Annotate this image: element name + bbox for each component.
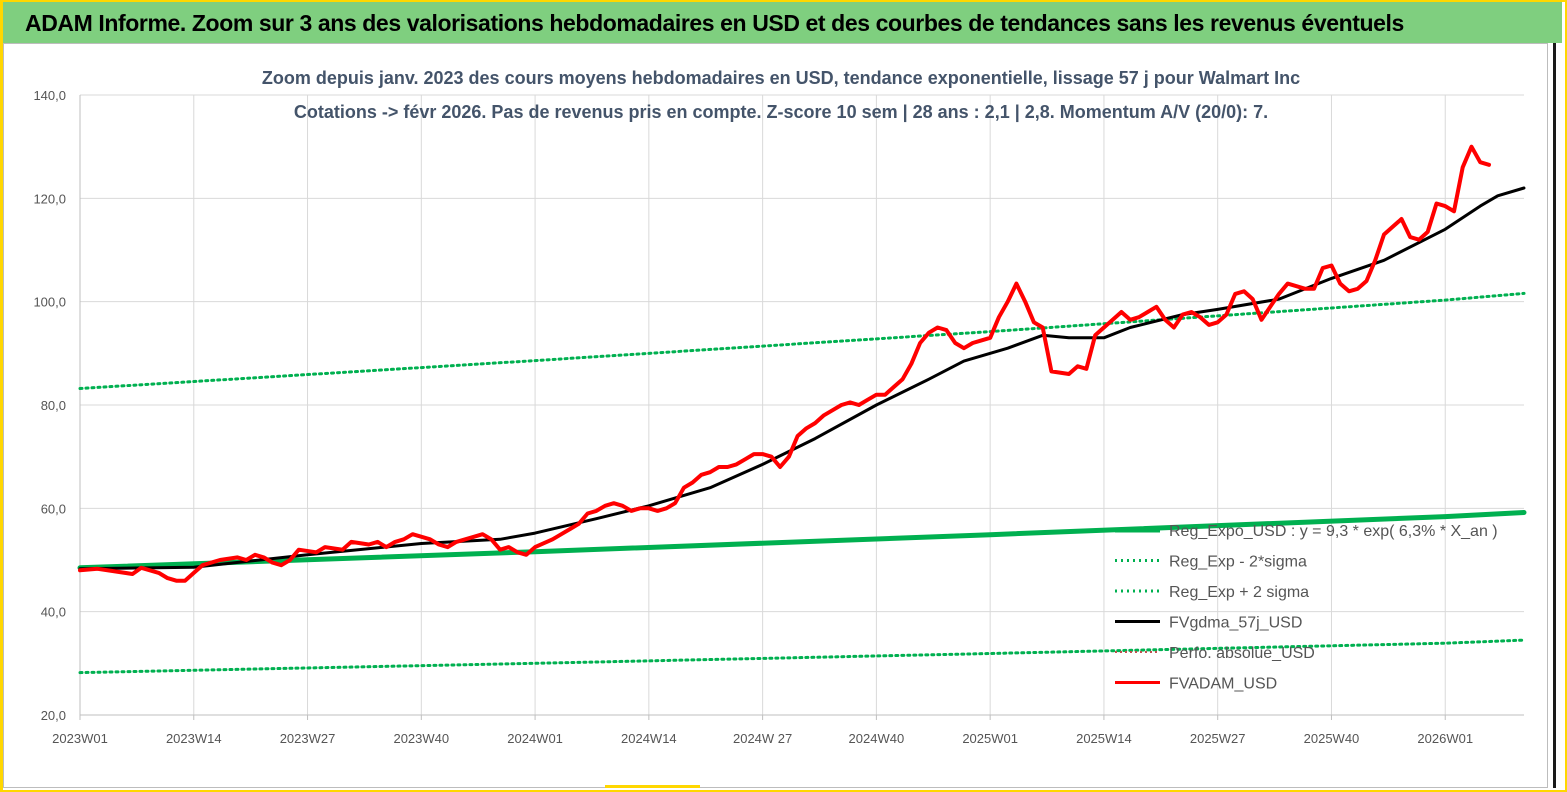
x-tick-label: 2023W01 <box>52 731 108 746</box>
legend-label-6: FVADAM_USD <box>1169 676 1277 693</box>
legend-label-3: Reg_Exp + 2 sigma <box>1169 584 1309 601</box>
legend: Reg_Expo_USD : y = 9,3 * exp( 6,3% * X_a… <box>1115 523 1498 693</box>
bottom-accent <box>605 785 700 788</box>
fvgdma-line <box>78 186 1526 571</box>
grid-lines <box>79 94 1524 715</box>
x-tick-label: 2024W 27 <box>733 731 792 746</box>
y-tick-label: 80,0 <box>41 398 66 413</box>
y-tick-label: 120,0 <box>33 191 66 206</box>
series-lines <box>77 144 1527 675</box>
y-tick-label: 100,0 <box>33 295 66 310</box>
legend-label-4: FVgdma_57j_USD <box>1169 615 1302 632</box>
x-tick-label: 2025W40 <box>1304 731 1360 746</box>
x-tick-label: 2025W14 <box>1076 731 1132 746</box>
legend-label-1: Reg_Expo_USD : y = 9,3 * exp( 6,3% * X_a… <box>1169 523 1498 540</box>
legend-label-2: Reg_Exp - 2*sigma <box>1169 554 1307 571</box>
chart-title: Zoom depuis janv. 2023 des cours moyens … <box>262 68 1300 122</box>
x-tick-label: 2024W14 <box>621 731 677 746</box>
reg-exp-plus-2sigma-line <box>78 291 1526 390</box>
x-tick-label: 2025W27 <box>1190 731 1246 746</box>
x-tick-label: 2025W01 <box>962 731 1018 746</box>
x-tick-label: 2023W40 <box>393 731 449 746</box>
plot-box <box>3 43 1548 788</box>
right-rule <box>1553 43 1556 788</box>
legend-label-5: Perfo. absolue_USD <box>1169 645 1315 662</box>
axes: 20,0 40,0 60,0 80,0 100,0 120,0 140,0 2023W01 20… <box>33 88 1524 746</box>
chart-title-line-2: Cotations -> févr 2026. Pas de revenus p… <box>294 102 1268 122</box>
y-tick-label: 20,0 <box>41 708 66 723</box>
x-tick-label: 2023W14 <box>166 731 222 746</box>
chart-title-line-1: Zoom depuis janv. 2023 des cours moyens … <box>262 68 1300 88</box>
x-tick-label: 2023W27 <box>280 731 336 746</box>
y-tick-label: 140,0 <box>33 88 66 103</box>
x-tick-label: 2024W40 <box>849 731 905 746</box>
fvadam-line <box>78 144 1491 583</box>
reg-exp-minus-2sigma-line <box>78 638 1526 675</box>
y-tick-label: 40,0 <box>41 605 66 620</box>
y-tick-label: 60,0 <box>41 501 66 516</box>
reg-expo-line <box>77 510 1527 571</box>
title-banner: ADAM Informe. Zoom sur 3 ans des valoris… <box>3 2 1562 43</box>
x-tick-label: 2024W01 <box>507 731 563 746</box>
banner-title: ADAM Informe. Zoom sur 3 ans des valoris… <box>25 10 1404 36</box>
x-tick-label: 2026W01 <box>1417 731 1473 746</box>
